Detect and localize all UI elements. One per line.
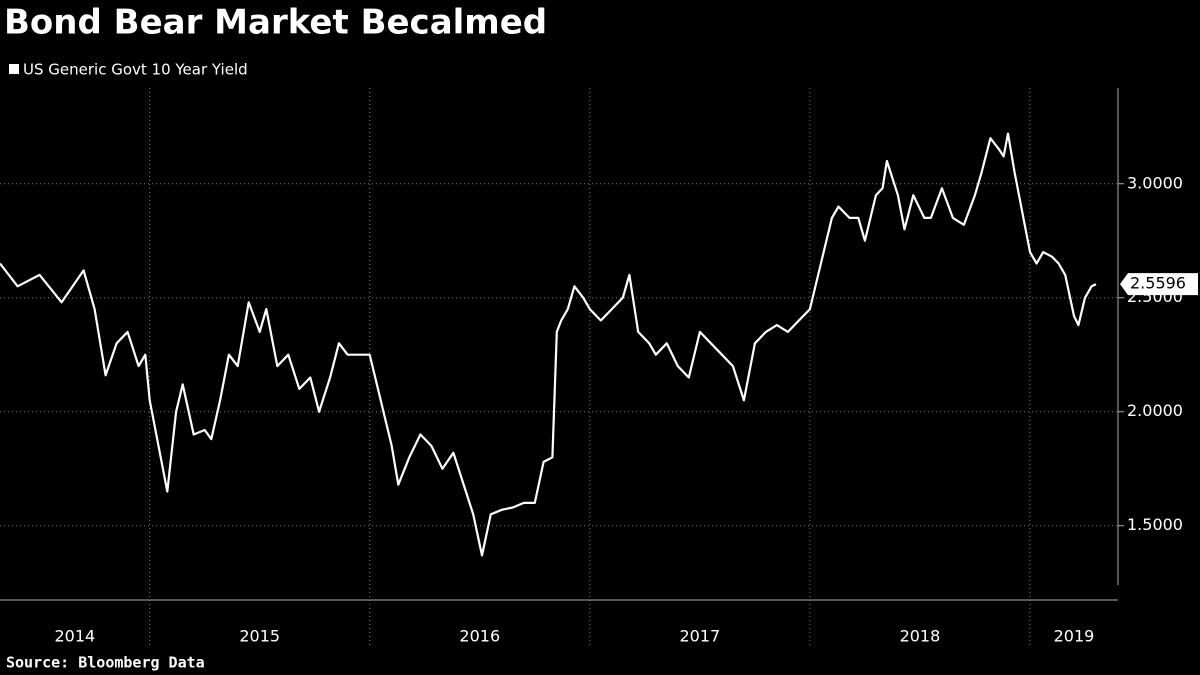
x-tick-label: 2014 xyxy=(54,627,95,646)
y-tick-label: 1.5000 xyxy=(1127,515,1183,534)
y-tick-label: 2.0000 xyxy=(1127,401,1183,420)
x-tick-label: 2015 xyxy=(239,627,280,646)
source: Source: Bloomberg Data xyxy=(6,654,205,672)
y-tick-label: 3.0000 xyxy=(1127,173,1183,192)
last-value-tag xyxy=(1120,273,1198,296)
x-tick-label: 2018 xyxy=(900,627,941,646)
last-value-label: 2.5596 xyxy=(1130,274,1186,293)
line xyxy=(0,132,1097,557)
x-tick-label: 2016 xyxy=(459,627,500,646)
chart-title: Bond Bear Market Becalmed xyxy=(4,3,547,43)
x-tick-label: 2017 xyxy=(679,627,720,646)
x-tick-label: 2019 xyxy=(1054,627,1095,646)
legend-swatch xyxy=(9,64,19,74)
legend-label: US Generic Govt 10 Year Yield xyxy=(23,61,248,79)
